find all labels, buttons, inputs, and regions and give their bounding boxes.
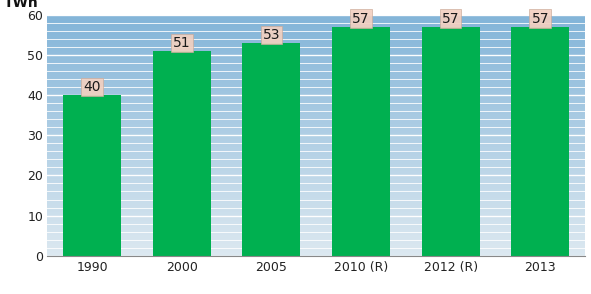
Text: 57: 57 xyxy=(442,11,459,26)
Bar xyxy=(63,95,121,256)
Text: 57: 57 xyxy=(531,11,549,26)
Bar xyxy=(511,27,569,256)
Bar xyxy=(421,27,480,256)
Bar xyxy=(152,51,211,256)
Text: 40: 40 xyxy=(83,80,101,94)
Bar xyxy=(332,27,390,256)
Text: TWh: TWh xyxy=(4,0,39,10)
Text: 51: 51 xyxy=(173,36,190,50)
Bar xyxy=(242,43,300,256)
Text: 57: 57 xyxy=(352,11,370,26)
Text: 53: 53 xyxy=(262,28,280,42)
